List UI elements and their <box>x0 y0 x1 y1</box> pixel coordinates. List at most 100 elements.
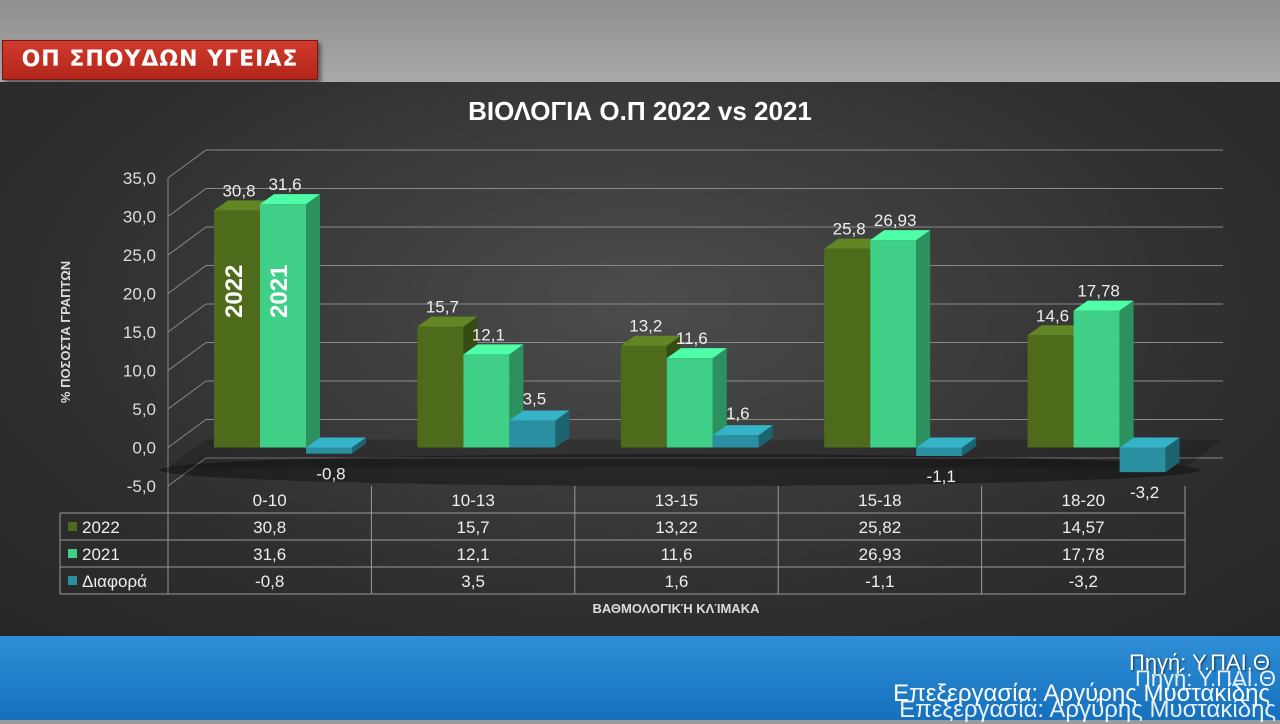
table-cell: -0,8 <box>255 572 284 591</box>
processing-credit: Επεξεργασία: Αργύρης Μυστακίδης <box>893 680 1270 707</box>
bar-side <box>1119 300 1134 448</box>
x-tick-label: 13-15 <box>655 491 698 510</box>
y-tick-label: 20,0 <box>123 285 156 304</box>
bar-2021-13-15 <box>666 358 713 448</box>
data-label: 13,2 <box>629 317 662 336</box>
x-tick-label: 18-20 <box>1062 491 1105 510</box>
bar-Διαφορά-10-13 <box>509 420 556 448</box>
y-tick-label: 30,0 <box>123 208 156 227</box>
bar-top <box>712 425 773 436</box>
data-label: -1,1 <box>927 467 956 486</box>
legend-key-2021 <box>68 549 77 558</box>
legend-key-2022 <box>68 522 77 531</box>
bar-top <box>306 437 366 448</box>
bar-Διαφορά-15-18 <box>916 447 963 456</box>
y-tick-label: 10,0 <box>123 362 156 381</box>
bar-2021-10-13 <box>463 354 510 448</box>
annotation-2021: 2021 <box>266 265 293 318</box>
bar-top <box>417 316 478 327</box>
data-label: 17,78 <box>1077 282 1120 301</box>
bar-Διαφορά-13-15 <box>712 435 759 448</box>
gridline-side <box>167 188 207 217</box>
x-axis-label: ΒΑΘΜΟΛΟΓΙΚΉ ΚΛΊΜΑΚΑ <box>593 601 761 616</box>
source-credit-shadow: Πηγή: Υ.ΠΑΙ.Θ <box>1134 666 1276 691</box>
y-tick-label: -5,0 <box>127 477 156 496</box>
legend-label: 2021 <box>82 545 120 564</box>
legend-key-Διαφορά <box>68 576 77 585</box>
bar-top <box>1119 437 1180 448</box>
bar-2021-0-10 <box>260 204 306 448</box>
table-cell: 30,8 <box>253 518 286 537</box>
bar-side <box>1165 437 1180 473</box>
bar-top <box>666 348 727 359</box>
y-axis-label: % ΠΟΣΟΣΤΑ ΓΡΑΠΤΩΝ <box>58 261 73 403</box>
gridline-side <box>167 342 207 371</box>
gridline-side <box>167 457 207 487</box>
legend-label: 2022 <box>82 518 120 537</box>
y-tick-label: 15,0 <box>123 323 156 342</box>
bar-top <box>260 194 320 205</box>
table-cell: 15,7 <box>457 518 490 537</box>
bar-2021-18-20 <box>1073 310 1120 448</box>
table-cell: 31,6 <box>253 545 286 564</box>
bar-top <box>463 344 524 355</box>
x-tick-label: 10-13 <box>451 491 494 510</box>
bar-top <box>509 410 570 421</box>
gridline-side <box>167 303 207 333</box>
table-cell: 13,22 <box>655 518 698 537</box>
chart-area: ΒΙΟΛΟΓΙΑ Ο.Π 2022 vs 2021 35,0 30,0 25,0 20,… <box>0 82 1280 636</box>
data-label: 3,5 <box>523 390 547 409</box>
bar-top <box>620 335 681 346</box>
table-cell: 17,78 <box>1062 545 1105 564</box>
data-label: 30,8 <box>222 181 255 200</box>
bar-top <box>214 200 274 211</box>
table-cell: 25,82 <box>859 518 902 537</box>
table-cell: -1,1 <box>865 572 894 591</box>
bar-2022-13-15 <box>620 345 667 448</box>
bar-side <box>712 348 727 448</box>
bar-top <box>916 437 977 448</box>
table-cell: 26,93 <box>859 545 902 564</box>
bar-2022-0-10 <box>214 210 260 448</box>
data-label: 25,8 <box>833 220 866 239</box>
table-cell: 11,6 <box>661 545 693 564</box>
bar-side <box>962 437 977 456</box>
table-cell: 1,6 <box>665 572 689 591</box>
data-label: 1,6 <box>726 404 750 423</box>
y-tick-label: 5,0 <box>132 400 156 419</box>
bar-side <box>758 425 773 448</box>
footer-band <box>0 636 1280 720</box>
data-label: 11,6 <box>676 329 708 348</box>
data-label: -3,2 <box>1130 483 1159 502</box>
gridline-side <box>167 265 207 294</box>
bar-top <box>870 230 931 241</box>
bar-2021-15-18 <box>870 240 917 448</box>
section-badge: ΟΠ ΣΠΟΥΔΩΝ ΥΓΕΙΑΣ <box>2 40 318 80</box>
bar-2022-10-13 <box>417 326 464 448</box>
data-label: 15,7 <box>426 298 459 317</box>
bar-top <box>824 238 885 249</box>
bar-Διαφορά-0-10 <box>306 447 352 454</box>
bar-side <box>916 230 931 448</box>
bar-chart: ΒΙΟΛΟΓΙΑ Ο.Π 2022 vs 2021 35,0 30,0 25,0 20,… <box>58 96 1223 616</box>
y-tick-label: 35,0 <box>123 169 156 188</box>
gridline-side <box>167 380 207 410</box>
x-tick-label: 15-18 <box>858 491 901 510</box>
bar-top <box>1027 325 1088 336</box>
bar-top <box>1073 300 1134 311</box>
bar-side <box>352 437 366 454</box>
bar-2022-18-20 <box>1027 335 1074 448</box>
data-label: -0,8 <box>316 465 345 484</box>
data-label: 26,93 <box>874 211 917 230</box>
bar-2022-15-18 <box>824 248 871 448</box>
table-cell: 12,1 <box>457 545 490 564</box>
data-label: 12,1 <box>472 325 505 344</box>
data-label: 14,6 <box>1036 306 1069 325</box>
table-cell: 14,57 <box>1062 518 1105 537</box>
gridline-side <box>167 419 207 448</box>
gridline-side <box>167 226 207 256</box>
data-label: 31,6 <box>268 175 301 194</box>
floor-shadow <box>160 454 1200 486</box>
annotation-2022: 2022 <box>221 265 248 318</box>
processing-credit-shadow: Επεξεργασία: Αργύρης Μυστακίδης <box>899 696 1276 723</box>
